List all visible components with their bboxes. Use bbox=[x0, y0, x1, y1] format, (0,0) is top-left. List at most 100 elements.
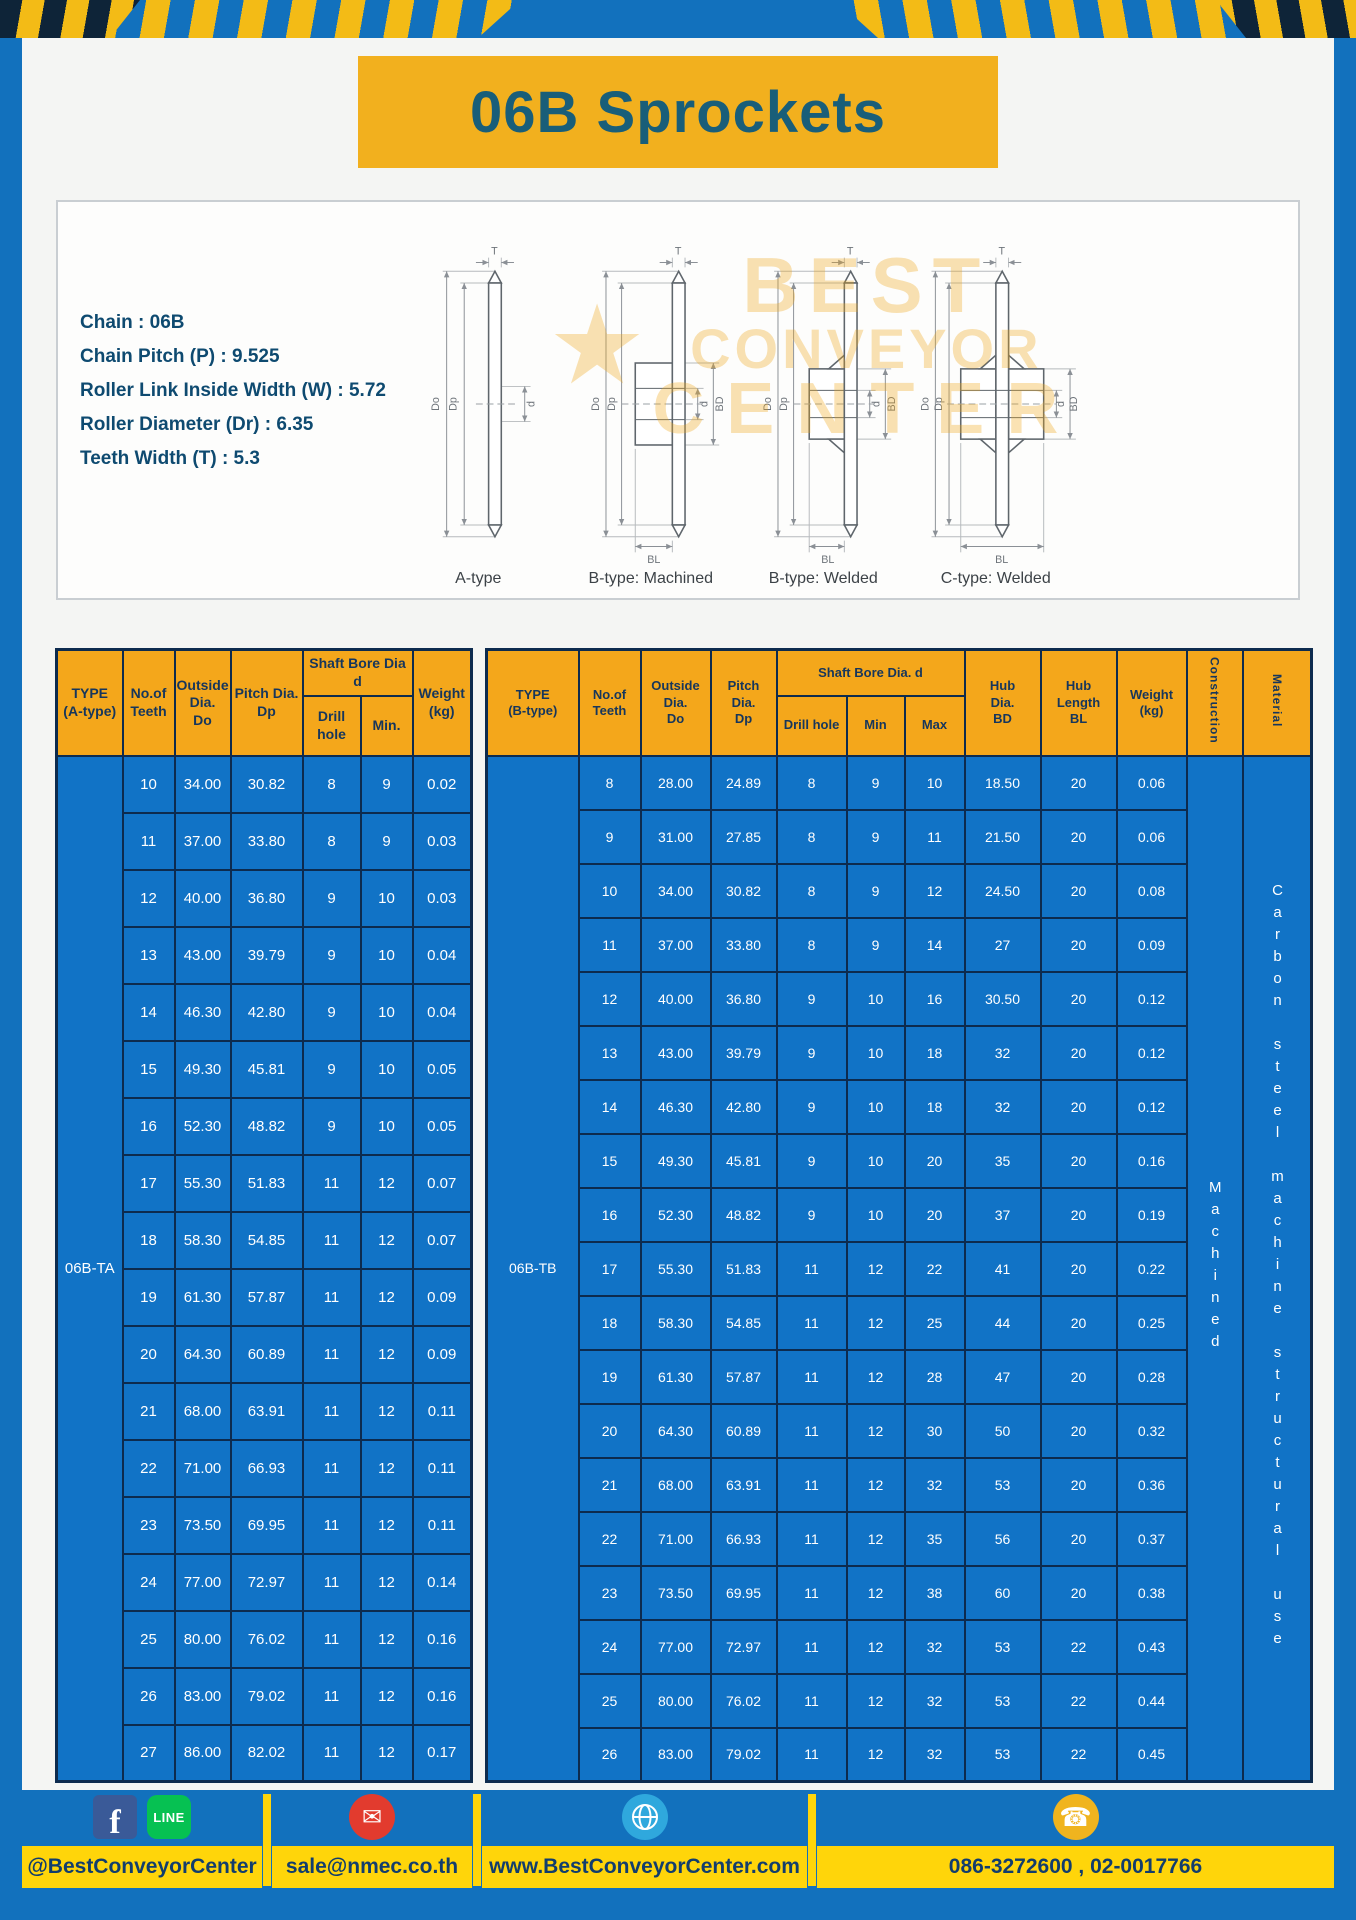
table-cell: 18.50 bbox=[963, 754, 1042, 811]
table-cell: 8 bbox=[577, 754, 642, 811]
table-cell: 0.04 bbox=[411, 982, 473, 1042]
table-cell: 0.11 bbox=[411, 1381, 473, 1441]
table-cell: 11 bbox=[301, 1495, 362, 1555]
diagram-b-machined: T Do Dp d BD BL B-type: Machined bbox=[565, 206, 738, 598]
table-row: 12 40.00 36.80 9 10 0.03 bbox=[57, 868, 473, 928]
dim-label-t: T bbox=[492, 246, 499, 258]
table-cell: 9 bbox=[775, 970, 848, 1027]
col-header-hub-length: Hub Length BL bbox=[1039, 648, 1118, 757]
table-row: 22 71.00 66.93 11 12 0.11 bbox=[57, 1438, 473, 1498]
table-cell: 28.00 bbox=[639, 754, 712, 811]
table-cell: 64.30 bbox=[639, 1402, 712, 1459]
table-cell: 12 bbox=[359, 1267, 414, 1327]
dim-label-bl: BL bbox=[995, 554, 1008, 566]
table-cell: 77.00 bbox=[173, 1552, 232, 1612]
table-cell: 9 bbox=[301, 1096, 362, 1156]
footer-handle[interactable]: @BestConveyorCenter bbox=[27, 1855, 257, 1878]
footer-website[interactable]: www.BestConveyorCenter.com bbox=[489, 1855, 800, 1878]
footer-email[interactable]: sale@nmec.co.th bbox=[285, 1855, 459, 1878]
table-cell: 8 bbox=[775, 916, 848, 973]
table-row: 13 43.00 39.79 9 10 18 32 20 0.12 bbox=[487, 1024, 1312, 1081]
table-cell: 31.00 bbox=[639, 808, 712, 865]
table-cell: 52.30 bbox=[639, 1186, 712, 1243]
table-cell: 11 bbox=[301, 1267, 362, 1327]
table-cell: 11 bbox=[301, 1324, 362, 1384]
table-cell: 57.87 bbox=[709, 1348, 778, 1405]
table-cell: 0.12 bbox=[1115, 1078, 1188, 1135]
footer-section-phone: ☎ 086-3272600 , 02-0017766 bbox=[817, 1792, 1334, 1888]
dim-label-bd: BD bbox=[1068, 396, 1080, 411]
col-header-type: TYPE (B-type) bbox=[485, 648, 580, 757]
col-header-weight: Weight (kg) bbox=[411, 648, 473, 757]
table-cell: 34.00 bbox=[173, 754, 232, 814]
table-cell: 0.02 bbox=[411, 754, 473, 814]
table-cell: 11 bbox=[775, 1402, 848, 1459]
spec-line: Chain Pitch (P) : 9.525 bbox=[80, 346, 280, 367]
dim-label-do: Do bbox=[430, 397, 442, 411]
table-row: 25 80.00 76.02 11 12 0.16 bbox=[57, 1609, 473, 1669]
table-cell: 11 bbox=[121, 811, 176, 871]
dim-label-dp: Dp bbox=[933, 397, 945, 411]
dim-label-d: d bbox=[871, 401, 883, 407]
table-row: 24 77.00 72.97 11 12 32 53 22 0.43 bbox=[487, 1618, 1312, 1675]
table-cell: 0.12 bbox=[1115, 1024, 1188, 1081]
table-cell: 23 bbox=[121, 1495, 176, 1555]
footer-phones[interactable]: 086-3272600 , 02-0017766 bbox=[948, 1855, 1203, 1878]
table-cell: 30 bbox=[903, 1402, 966, 1459]
table-cell: 0.03 bbox=[411, 811, 473, 871]
table-cell: 12 bbox=[845, 1672, 906, 1729]
table-cell: 10 bbox=[359, 925, 414, 985]
email-icon[interactable]: ✉ bbox=[349, 1794, 395, 1840]
table-cell: 48.82 bbox=[709, 1186, 778, 1243]
table-cell: 66.93 bbox=[229, 1438, 304, 1498]
table-cell: 9 bbox=[775, 1078, 848, 1135]
table-cell: 26 bbox=[577, 1726, 642, 1783]
footer-section-website: www.BestConveyorCenter.com bbox=[482, 1792, 807, 1888]
table-cell: 53 bbox=[963, 1726, 1042, 1783]
col-header-outside-dia: Outside Dia. Do bbox=[639, 648, 712, 757]
table-cell: 22 bbox=[1039, 1726, 1118, 1783]
table-cell: 9 bbox=[845, 916, 906, 973]
table-cell: 47 bbox=[963, 1348, 1042, 1405]
table-row: 11 37.00 33.80 8 9 14 27 20 0.09 bbox=[487, 916, 1312, 973]
table-cell: 12 bbox=[359, 1381, 414, 1441]
table-cell: 10 bbox=[359, 982, 414, 1042]
table-cell: 32 bbox=[903, 1618, 966, 1675]
table-cell: 12 bbox=[359, 1210, 414, 1270]
table-cell: 9 bbox=[577, 808, 642, 865]
facebook-icon[interactable]: f bbox=[93, 1795, 137, 1839]
table-cell: 8 bbox=[301, 811, 362, 871]
table-row: 20 64.30 60.89 11 12 30 50 20 0.32 bbox=[487, 1402, 1312, 1459]
line-icon[interactable]: LINE bbox=[147, 1795, 191, 1839]
table-cell: 0.11 bbox=[411, 1495, 473, 1555]
table-row: 18 58.30 54.85 11 12 25 44 20 0.25 bbox=[487, 1294, 1312, 1351]
table-cell: 80.00 bbox=[639, 1672, 712, 1729]
table-cell: 10 bbox=[903, 754, 966, 811]
col-header-weight: Weight (kg) bbox=[1115, 648, 1188, 757]
table-cell: 20 bbox=[121, 1324, 176, 1384]
dim-label-t: T bbox=[998, 246, 1005, 258]
table-cell: 26 bbox=[121, 1666, 176, 1726]
globe-icon[interactable] bbox=[621, 1794, 668, 1840]
table-cell: 22 bbox=[121, 1438, 176, 1498]
table-cell: 0.06 bbox=[1115, 754, 1188, 811]
phone-icon[interactable]: ☎ bbox=[1052, 1794, 1099, 1840]
table-cell: 16 bbox=[903, 970, 966, 1027]
table-cell: 8 bbox=[775, 754, 848, 811]
table-cell: 11 bbox=[903, 808, 966, 865]
table-row: 21 68.00 63.91 11 12 32 53 20 0.36 bbox=[487, 1456, 1312, 1513]
table-cell: 0.08 bbox=[1115, 862, 1188, 919]
table-cell: 46.30 bbox=[173, 982, 232, 1042]
table-row: 18 58.30 54.85 11 12 0.07 bbox=[57, 1210, 473, 1270]
table-cell: 0.12 bbox=[1115, 970, 1188, 1027]
table-cell: 20 bbox=[1039, 1456, 1118, 1513]
col-header-shaft-bore: Shaft Bore Dia d bbox=[301, 648, 414, 697]
dim-label-bl: BL bbox=[647, 554, 660, 566]
table-cell: 21 bbox=[577, 1456, 642, 1513]
spec-line: Teeth Width (T) : 5.3 bbox=[80, 448, 260, 469]
table-cell: 9 bbox=[775, 1024, 848, 1081]
table-cell: 30.82 bbox=[229, 754, 304, 814]
diagram-caption: B-type: Machined bbox=[588, 570, 713, 587]
table-row: 13 43.00 39.79 9 10 0.04 bbox=[57, 925, 473, 985]
footer-divider bbox=[808, 1794, 816, 1886]
